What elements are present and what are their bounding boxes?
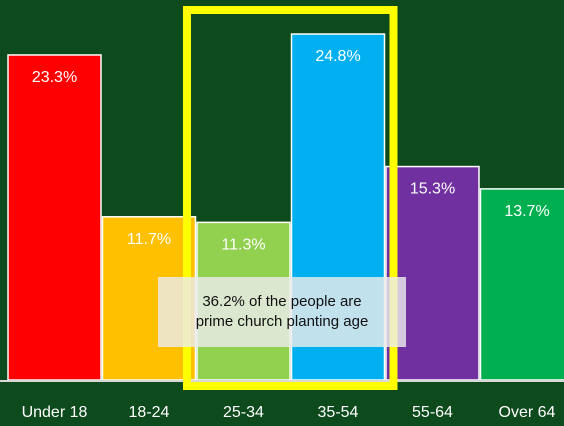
data-label: 11.7% xyxy=(127,231,171,248)
annotation-line-2: prime church planting age xyxy=(195,313,369,330)
data-label: 15.3% xyxy=(410,181,455,198)
x-tick-label: 55-64 xyxy=(412,404,453,421)
annotation-callout: 36.2% of the people are prime church pla… xyxy=(158,277,406,347)
data-label: 23.3% xyxy=(32,69,77,86)
x-tick-label: 35-54 xyxy=(318,404,359,421)
bar-over-64 xyxy=(479,188,564,381)
bar-under-18 xyxy=(7,54,102,381)
bar-55-64 xyxy=(385,165,480,381)
data-label: 13.7% xyxy=(504,203,549,220)
data-label: 24.8% xyxy=(315,48,360,65)
x-tick-label: 25-34 xyxy=(223,404,264,421)
x-tick-label: Over 64 xyxy=(499,404,556,421)
annotation-line-1: 36.2% of the people are xyxy=(202,293,362,310)
data-label: 11.3% xyxy=(221,236,265,253)
highlight-frame xyxy=(183,6,398,390)
x-tick-label: 18-24 xyxy=(129,404,170,421)
x-tick-label: Under 18 xyxy=(22,404,88,421)
